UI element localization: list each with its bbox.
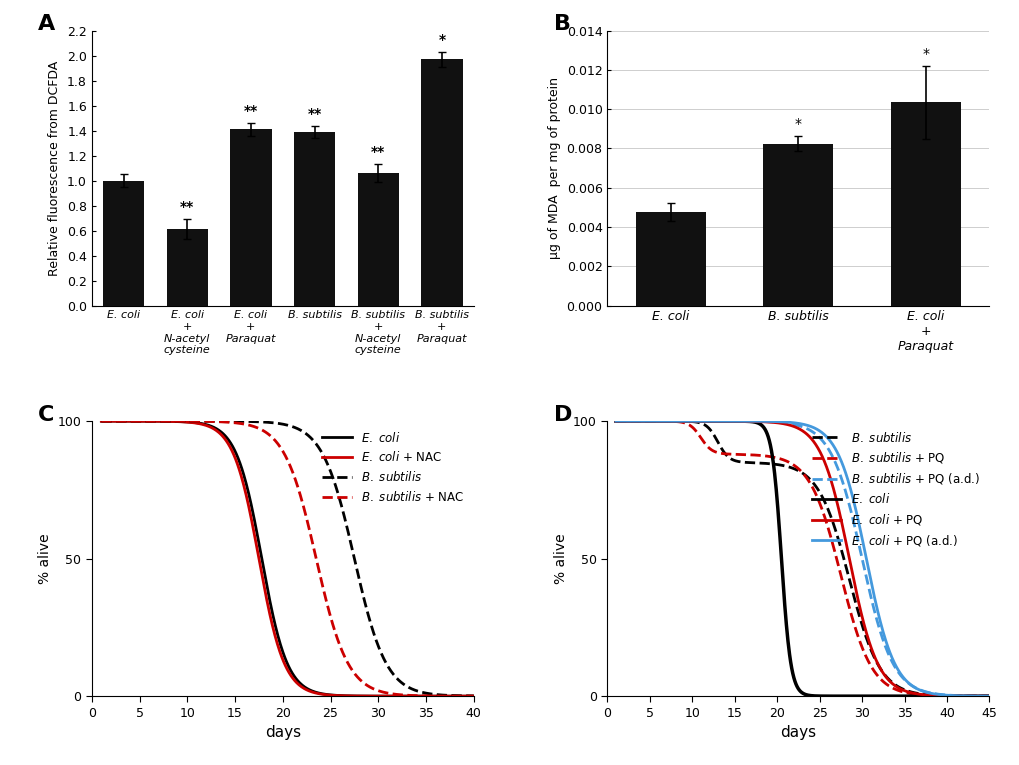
Bar (103, 181, 144, 306)
Bar (762, 144, 833, 306)
Legend: $\it{E.\ coli}$, $\it{E.\ coli}$ + NAC, $\it{B.\ subtilis}$, $\it{B.\ subtilis}$: $\it{E.\ coli}$, $\it{E.\ coli}$ + NAC, … (318, 427, 468, 508)
Bar (358, 173, 398, 306)
Text: **: ** (371, 145, 385, 159)
Text: A: A (39, 14, 55, 34)
Text: D: D (553, 405, 572, 425)
Bar (636, 213, 705, 306)
Y-axis label: Relative fluorescence from DCFDA: Relative fluorescence from DCFDA (48, 60, 61, 275)
Text: C: C (39, 405, 55, 425)
Text: *: * (438, 33, 445, 47)
Bar (890, 103, 960, 306)
Legend: $\it{B.\ subtilis}$, $\it{B.\ subtilis}$ + PQ, $\it{B.\ subtilis}$ + PQ (a.d.), : $\it{B.\ subtilis}$, $\it{B.\ subtilis}$… (807, 427, 982, 552)
Bar (293, 132, 335, 306)
Text: *: * (921, 47, 928, 61)
Y-axis label: μg of MDA  per mg of protein: μg of MDA per mg of protein (547, 77, 560, 259)
Text: **: ** (180, 200, 195, 214)
Bar (230, 129, 271, 306)
Y-axis label: % alive: % alive (38, 533, 52, 584)
Text: **: ** (244, 104, 258, 118)
Text: *: * (794, 117, 801, 131)
Y-axis label: % alive: % alive (553, 533, 567, 584)
Bar (166, 230, 208, 306)
X-axis label: days: days (265, 725, 301, 740)
Bar (421, 60, 463, 306)
Text: B: B (553, 14, 571, 34)
X-axis label: days: days (780, 725, 815, 740)
Text: **: ** (307, 106, 321, 121)
